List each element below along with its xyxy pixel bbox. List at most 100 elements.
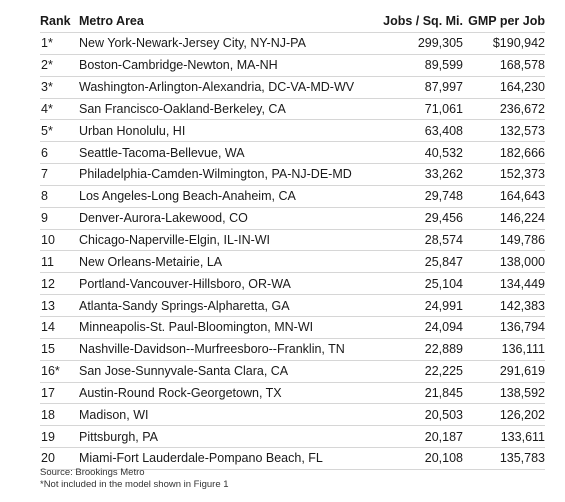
gmp-per-job-cell: 135,783 <box>463 447 545 470</box>
jobs-per-sq-mi-cell: 25,104 <box>379 272 463 296</box>
gmp-per-job-cell: 164,643 <box>463 185 545 208</box>
jobs-per-sq-mi-cell: 24,991 <box>379 294 463 317</box>
gmp-per-job-cell: 126,202 <box>463 403 545 427</box>
gmp-per-job-cell: 136,111 <box>463 338 545 361</box>
table-row: 13 Atlanta-Sandy Springs-Alpharetta, GA 24… <box>40 294 545 317</box>
gmp-per-job-cell: 142,383 <box>463 294 545 317</box>
rank-cell: 16* <box>40 360 79 383</box>
jobs-per-sq-mi-cell: 28,574 <box>379 229 463 252</box>
metro-area-cell: Austin-Round Rock-Georgetown, TX <box>79 382 379 405</box>
rank-cell: 7 <box>40 163 79 186</box>
column-header-jobs-per-sq-mi: Jobs / Sq. Mi. <box>379 10 463 33</box>
table-row: 19 Pittsburgh, PA 20,187 133,611 <box>40 425 545 449</box>
gmp-per-job-cell: $190,942 <box>463 32 545 55</box>
metro-area-cell: Chicago-Naperville-Elgin, IL-IN-WI <box>79 229 379 252</box>
metro-area-cell: Portland-Vancouver-Hillsboro, OR-WA <box>79 272 379 296</box>
jobs-per-sq-mi-cell: 22,889 <box>379 338 463 361</box>
rank-cell: 6 <box>40 141 79 165</box>
rank-cell: 10 <box>40 229 79 252</box>
jobs-per-sq-mi-cell: 21,845 <box>379 382 463 405</box>
source-note: Source: Brookings Metro <box>40 467 145 478</box>
metro-area-cell: Urban Honolulu, HI <box>79 119 379 143</box>
jobs-per-sq-mi-cell: 87,997 <box>379 76 463 99</box>
metro-area-cell: New Orleans-Metairie, LA <box>79 250 379 274</box>
rank-cell: 17 <box>40 382 79 405</box>
table-body: 1* New York-Newark-Jersey City, NY-NJ-PA 2… <box>40 32 545 470</box>
table-row: 17 Austin-Round Rock-Georgetown, TX 21,845… <box>40 382 545 405</box>
metro-area-cell: Madison, WI <box>79 403 379 427</box>
gmp-per-job-cell: 236,672 <box>463 98 545 121</box>
table-row: 16* San Jose-Sunnyvale-Santa Clara, CA 22,… <box>40 360 545 383</box>
rank-cell: 18 <box>40 403 79 427</box>
jobs-per-sq-mi-cell: 63,408 <box>379 119 463 143</box>
gmp-per-job-cell: 138,000 <box>463 250 545 274</box>
gmp-per-job-cell: 136,794 <box>463 316 545 339</box>
metro-area-cell: Nashville-Davidson--Murfreesboro--Frankl… <box>79 338 379 361</box>
gmp-per-job-cell: 152,373 <box>463 163 545 186</box>
gmp-per-job-cell: 133,611 <box>463 425 545 449</box>
table-row: 8 Los Angeles-Long Beach-Anaheim, CA 29,74… <box>40 185 545 208</box>
table-row: 7 Philadelphia-Camden-Wilmington, PA-NJ-D… <box>40 163 545 186</box>
metro-area-cell: Atlanta-Sandy Springs-Alpharetta, GA <box>79 294 379 317</box>
column-header-gmp-per-job: GMP per Job <box>463 10 545 33</box>
table-header: Rank Metro Area Jobs / Sq. Mi. GMP per J… <box>40 10 545 33</box>
table-row: 15 Nashville-Davidson--Murfreesboro--Fran… <box>40 338 545 361</box>
table-row: 14 Minneapolis-St. Paul-Bloomington, MN-W… <box>40 316 545 339</box>
table-row: 18 Madison, WI 20,503 126,202 <box>40 403 545 427</box>
table-row: 1* New York-Newark-Jersey City, NY-NJ-PA 2… <box>40 32 545 55</box>
jobs-per-sq-mi-cell: 29,456 <box>379 207 463 230</box>
metro-area-cell: Seattle-Tacoma-Bellevue, WA <box>79 141 379 165</box>
jobs-per-sq-mi-cell: 89,599 <box>379 54 463 77</box>
jobs-per-sq-mi-cell: 29,748 <box>379 185 463 208</box>
rank-cell: 20 <box>40 447 79 470</box>
jobs-per-sq-mi-cell: 20,108 <box>379 447 463 470</box>
jobs-per-sq-mi-cell: 22,225 <box>379 360 463 383</box>
table-row: 10 Chicago-Naperville-Elgin, IL-IN-WI 28,5… <box>40 229 545 252</box>
gmp-per-job-cell: 168,578 <box>463 54 545 77</box>
gmp-per-job-cell: 132,573 <box>463 119 545 143</box>
jobs-per-sq-mi-cell: 25,847 <box>379 250 463 274</box>
gmp-per-job-cell: 149,786 <box>463 229 545 252</box>
column-header-rank: Rank <box>40 10 79 33</box>
metro-area-cell: Los Angeles-Long Beach-Anaheim, CA <box>79 185 379 208</box>
jobs-per-sq-mi-cell: 20,187 <box>379 425 463 449</box>
footnotes: Source: Brookings Metro *Not included in… <box>40 467 229 491</box>
metro-ranking-table-container: Rank Metro Area Jobs / Sq. Mi. GMP per J… <box>40 10 545 470</box>
table-row: 9 Denver-Aurora-Lakewood, CO 29,456 146,224 <box>40 207 545 230</box>
rank-cell: 3* <box>40 76 79 99</box>
rank-cell: 9 <box>40 207 79 230</box>
gmp-per-job-cell: 291,619 <box>463 360 545 383</box>
metro-area-cell: Washington-Arlington-Alexandria, DC-VA-M… <box>79 76 379 99</box>
rank-cell: 8 <box>40 185 79 208</box>
metro-ranking-table: Rank Metro Area Jobs / Sq. Mi. GMP per J… <box>40 10 545 470</box>
metro-area-cell: Boston-Cambridge-Newton, MA-NH <box>79 54 379 77</box>
rank-cell: 1* <box>40 32 79 55</box>
jobs-per-sq-mi-cell: 24,094 <box>379 316 463 339</box>
table-row: 5* Urban Honolulu, HI 63,408 132,573 <box>40 119 545 143</box>
metro-area-cell: San Francisco-Oakland-Berkeley, CA <box>79 98 379 121</box>
metro-area-cell: New York-Newark-Jersey City, NY-NJ-PA <box>79 32 379 55</box>
rank-cell: 11 <box>40 250 79 274</box>
exclusion-note: *Not included in the model shown in Figu… <box>40 479 229 490</box>
metro-area-cell: Denver-Aurora-Lakewood, CO <box>79 207 379 230</box>
metro-area-cell: Minneapolis-St. Paul-Bloomington, MN-WI <box>79 316 379 339</box>
jobs-per-sq-mi-cell: 71,061 <box>379 98 463 121</box>
jobs-per-sq-mi-cell: 33,262 <box>379 163 463 186</box>
table-row: 20 Miami-Fort Lauderdale-Pompano Beach, F… <box>40 447 545 470</box>
jobs-per-sq-mi-cell: 299,305 <box>379 32 463 55</box>
rank-cell: 13 <box>40 294 79 317</box>
header-row: Rank Metro Area Jobs / Sq. Mi. GMP per J… <box>40 10 545 33</box>
table-row: 2* Boston-Cambridge-Newton, MA-NH 89,599 16… <box>40 54 545 77</box>
jobs-per-sq-mi-cell: 20,503 <box>379 403 463 427</box>
gmp-per-job-cell: 182,666 <box>463 141 545 165</box>
table-row: 3* Washington-Arlington-Alexandria, DC-VA… <box>40 76 545 99</box>
rank-cell: 2* <box>40 54 79 77</box>
rank-cell: 15 <box>40 338 79 361</box>
gmp-per-job-cell: 164,230 <box>463 76 545 99</box>
metro-area-cell: Miami-Fort Lauderdale-Pompano Beach, FL <box>79 447 379 470</box>
table-row: 11 New Orleans-Metairie, LA 25,847 138,000 <box>40 250 545 274</box>
table-row: 4* San Francisco-Oakland-Berkeley, CA 71,0… <box>40 98 545 121</box>
metro-area-cell: Pittsburgh, PA <box>79 425 379 449</box>
metro-area-cell: Philadelphia-Camden-Wilmington, PA-NJ-DE… <box>79 163 379 186</box>
column-header-metro-area: Metro Area <box>79 10 379 33</box>
